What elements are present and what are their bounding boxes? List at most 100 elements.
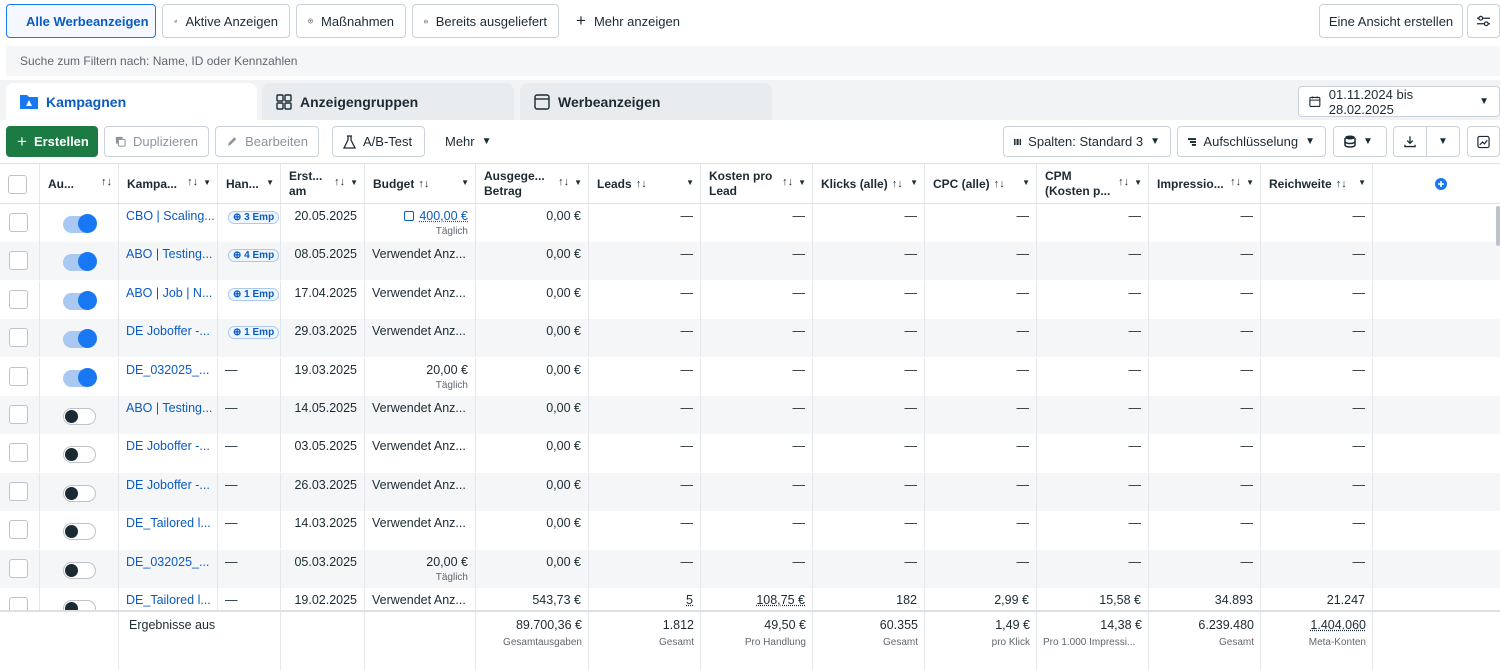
column-header-cpm[interactable]: CPM (Kosten p... ↑↓ ▼ <box>1037 164 1149 204</box>
row-checkbox[interactable] <box>9 289 28 309</box>
row-checkbox[interactable] <box>9 251 28 271</box>
date-range-picker[interactable]: 01.11.2024 bis 28.02.2025 ▼ <box>1298 86 1500 117</box>
select-all-checkbox[interactable] <box>8 174 27 194</box>
row-checkbox[interactable] <box>9 520 28 540</box>
duplicate-button[interactable]: Duplizieren <box>104 126 209 157</box>
campaign-name-link[interactable]: ABO | Testing... <box>126 247 213 262</box>
table-row[interactable]: DE Joboffer -... —26.03.2025 Verwendet Anz… <box>0 472 1500 511</box>
delivery-toggle[interactable] <box>63 329 97 349</box>
delivery-toggle[interactable] <box>63 214 97 233</box>
row-checkbox[interactable] <box>9 366 28 386</box>
vertical-scrollbar[interactable] <box>1496 206 1500 246</box>
columns-dropdown[interactable]: Spalten: Standard 3 ▼ <box>1003 126 1171 157</box>
chevron-down-icon[interactable]: ▼ <box>1358 178 1366 187</box>
more-actions-dropdown[interactable]: Mehr ▼ <box>445 134 492 149</box>
campaign-name-link[interactable]: DE Joboffer -... <box>126 324 210 339</box>
table-row[interactable]: DE_032025_... —05.03.2025 20,00 € Täglich 0,… <box>0 549 1500 588</box>
delivery-toggle[interactable] <box>63 523 96 541</box>
chevron-down-icon[interactable]: ▼ <box>910 178 918 187</box>
chevron-down-icon[interactable]: ▼ <box>686 178 694 187</box>
chevron-down-icon[interactable]: ▼ <box>461 178 469 187</box>
search-input[interactable]: Suche zum Filtern nach: Name, ID oder Ke… <box>6 46 1500 76</box>
table-row[interactable]: DE_Tailored l... —14.03.2025 Verwendet Anz… <box>0 511 1500 550</box>
chevron-down-icon[interactable]: ▼ <box>203 178 211 187</box>
chevron-down-icon[interactable]: ▼ <box>1022 178 1030 187</box>
table-row[interactable]: DE Joboffer -... —03.05.2025 Verwendet Anz… <box>0 434 1500 473</box>
charts-toggle-button[interactable] <box>1467 126 1500 157</box>
tab-adsets[interactable]: Anzeigengruppen <box>262 83 514 120</box>
edit-button[interactable]: Bearbeiten <box>215 126 319 157</box>
delivery-toggle[interactable] <box>63 252 97 272</box>
filter-all-ads[interactable]: Alle Werbeanzeigen <box>6 4 156 38</box>
campaign-name-link[interactable]: ABO | Job | N... <box>126 285 213 300</box>
column-header-cost-per-lead[interactable]: Kosten pro Lead ↑↓ ▼ <box>701 164 813 204</box>
column-header-spent[interactable]: Ausgege... Betrag ↑↓ ▼ <box>476 164 589 204</box>
show-more-filters[interactable]: + Mehr anzeigen <box>576 11 680 30</box>
delivery-toggle[interactable] <box>63 484 96 502</box>
row-checkbox[interactable] <box>9 443 28 463</box>
table-row[interactable]: DE Joboffer -... ⊕ 1 Emp 29.03.2025 Verwend… <box>0 319 1500 358</box>
column-header-campaign[interactable]: Kampa... ↑↓ ▼ <box>119 164 218 204</box>
sort-icon[interactable]: ↑↓ <box>635 178 647 190</box>
reports-dropdown[interactable]: ▼ <box>1333 126 1387 157</box>
filter-active-ads[interactable]: Aktive Anzeigen <box>162 4 290 38</box>
tab-campaigns[interactable]: Kampagnen <box>6 83 257 120</box>
table-row[interactable]: DE_032025_... —19.03.2025 20,00 € Täglich 0,… <box>0 357 1500 396</box>
campaign-name-link[interactable]: ABO | Testing... <box>126 401 213 415</box>
sort-icon[interactable]: ↑↓ <box>1335 178 1347 190</box>
sort-icon[interactable]: ↑↓ <box>1230 176 1242 188</box>
column-header-created[interactable]: Erst... am ↑↓ ▼ <box>281 164 365 204</box>
row-checkbox[interactable] <box>9 481 28 501</box>
filter-delivered[interactable]: Bereits ausgeliefert <box>412 4 559 38</box>
recommendation-badge[interactable]: ⊕ 4 Emp <box>228 249 280 263</box>
row-checkbox[interactable] <box>9 328 28 348</box>
sort-icon[interactable]: ↑↓ <box>187 176 199 188</box>
row-checkbox[interactable] <box>9 558 28 578</box>
row-checkbox[interactable] <box>9 405 28 424</box>
sort-icon[interactable]: ↑↓ <box>1118 176 1130 188</box>
chevron-down-icon[interactable]: ▼ <box>350 178 358 187</box>
campaign-name-link[interactable]: DE_Tailored l... <box>126 516 211 531</box>
recommendation-badge[interactable]: ⊕ 1 Emp <box>228 326 280 340</box>
delivery-toggle[interactable] <box>63 561 96 579</box>
export-options-dropdown[interactable]: ▼ <box>1426 126 1460 157</box>
column-header-reach[interactable]: Reichweite ↑↓ ▼ <box>1261 164 1373 204</box>
tab-ads[interactable]: Werbeanzeigen <box>520 83 772 120</box>
table-row[interactable]: ABO | Testing... ⊕ 4 Emp 08.05.2025 Verwend… <box>0 242 1500 281</box>
column-header-clicks[interactable]: Klicks (alle) ↑↓ ▼ <box>813 164 925 204</box>
sort-icon[interactable]: ↑↓ <box>891 178 903 190</box>
campaign-name-link[interactable]: CBO | Scaling... <box>126 209 215 223</box>
campaign-name-link[interactable]: DE Joboffer -... <box>126 477 210 492</box>
edit-budget-icon[interactable] <box>404 211 415 221</box>
table-row[interactable]: ABO | Testing... —14.05.2025 Verwendet Anz… <box>0 396 1500 434</box>
table-row[interactable]: CBO | Scaling... ⊕ 3 Emp 20.05.2025 400,00 … <box>0 204 1500 242</box>
filter-actions[interactable]: Maßnahmen <box>296 4 406 38</box>
create-view-button[interactable]: Eine Ansicht erstellen <box>1319 4 1463 38</box>
recommendation-badge[interactable]: ⊕ 1 Emp <box>228 287 280 301</box>
budget-link[interactable]: 400,00 € <box>419 209 468 223</box>
chevron-down-icon[interactable]: ▼ <box>798 178 806 187</box>
create-button[interactable]: + Erstellen <box>6 126 98 157</box>
export-button[interactable] <box>1393 126 1427 157</box>
column-header-leads[interactable]: Leads ↑↓ ▼ <box>589 164 701 204</box>
sort-icon[interactable]: ↑↓ <box>418 178 430 190</box>
column-header-budget[interactable]: Budget ↑↓ ▼ <box>365 164 476 204</box>
sort-icon[interactable]: ↑↓ <box>782 176 794 188</box>
delivery-toggle[interactable] <box>63 446 96 464</box>
campaign-name-link[interactable]: DE_032025_... <box>126 362 210 377</box>
delivery-toggle[interactable] <box>63 290 97 310</box>
sort-icon[interactable]: ↑↓ <box>993 178 1005 190</box>
chevron-down-icon[interactable]: ▼ <box>1134 178 1142 187</box>
sort-icon[interactable]: ↑↓ <box>101 176 112 188</box>
recommendation-badge[interactable]: ⊕ 3 Emp <box>228 211 280 224</box>
breakdown-dropdown[interactable]: Aufschlüsselung ▼ <box>1177 126 1326 157</box>
ab-test-button[interactable]: A/B-Test <box>332 126 425 157</box>
row-checkbox[interactable] <box>9 213 28 232</box>
delivery-toggle[interactable] <box>63 408 96 425</box>
sort-icon[interactable]: ↑↓ <box>558 176 570 188</box>
chevron-down-icon[interactable]: ▼ <box>1246 178 1254 187</box>
chevron-down-icon[interactable]: ▼ <box>266 178 274 187</box>
column-header-actions[interactable]: Han... ▼ <box>218 164 281 204</box>
view-settings-button[interactable] <box>1467 4 1500 38</box>
campaign-name-link[interactable]: DE_032025_... <box>126 554 210 569</box>
